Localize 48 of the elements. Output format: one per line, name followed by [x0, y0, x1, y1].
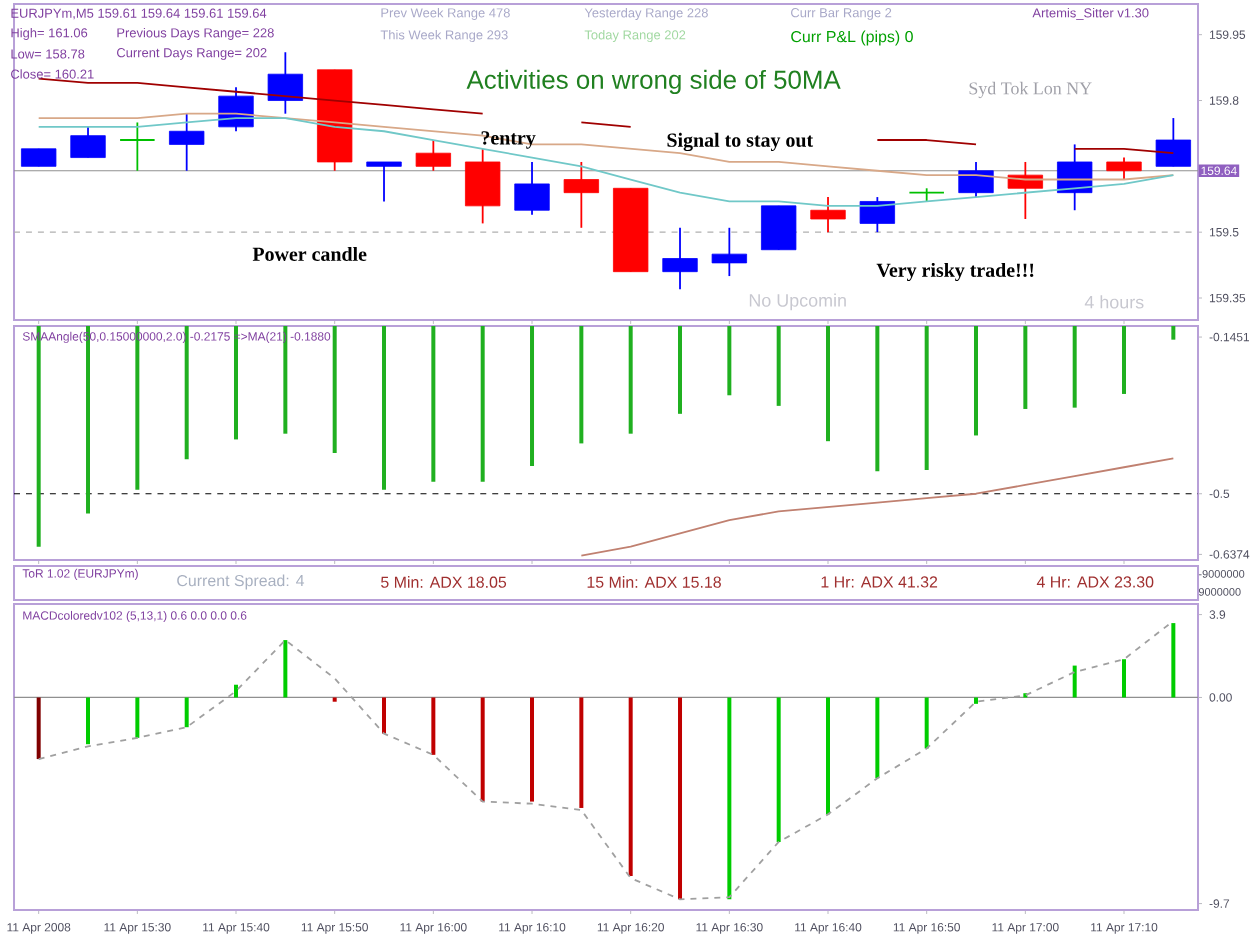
annotation: Syd Tok Lon NY: [969, 81, 1092, 99]
bar: [628, 697, 633, 876]
candlestick: [366, 161, 402, 203]
bar: [826, 697, 831, 815]
bar: [579, 697, 584, 808]
candlestick: [415, 139, 452, 172]
bar: [974, 697, 979, 704]
candlestick: [119, 121, 156, 172]
annotation: ?entry: [481, 131, 536, 149]
bar: [382, 697, 387, 734]
candlestick: [1155, 117, 1192, 168]
annotation: Activities on wrong side of 50MA: [466, 69, 841, 95]
annotation: Power candle: [252, 246, 367, 261]
candlestick: [662, 226, 698, 291]
candlestick: [465, 147, 501, 225]
candlestick: [711, 226, 748, 277]
candlestick: [563, 161, 600, 229]
candlestick: [859, 196, 896, 234]
bar: [36, 697, 41, 760]
bar: [1171, 623, 1176, 698]
bar: [480, 697, 485, 802]
bar: [184, 697, 189, 728]
bar: [776, 697, 781, 842]
candlestick: [761, 204, 797, 251]
line-series: [37, 620, 1175, 901]
bar: [86, 697, 91, 745]
annotation: Signal to stay out: [667, 132, 814, 152]
candlestick: [1007, 161, 1044, 220]
bar: [283, 640, 288, 698]
bar: [530, 697, 535, 802]
bar: [727, 697, 732, 900]
candlestick: [514, 161, 550, 216]
candlestick: [1106, 156, 1142, 181]
annotation: Very risky trade!!!: [876, 262, 1034, 282]
candlestick: [267, 51, 304, 115]
bar: [234, 684, 239, 698]
candlestick: [70, 125, 106, 159]
bar: [875, 697, 880, 779]
bar: [1072, 665, 1077, 698]
candlestick: [169, 112, 205, 172]
candlestick: [958, 161, 994, 198]
bar: [924, 697, 929, 749]
bar: [135, 697, 140, 738]
bar: [431, 697, 436, 755]
bar: [1122, 659, 1127, 698]
candlestick: [1057, 143, 1093, 212]
bar: [678, 697, 683, 900]
candlestick: [810, 196, 846, 234]
